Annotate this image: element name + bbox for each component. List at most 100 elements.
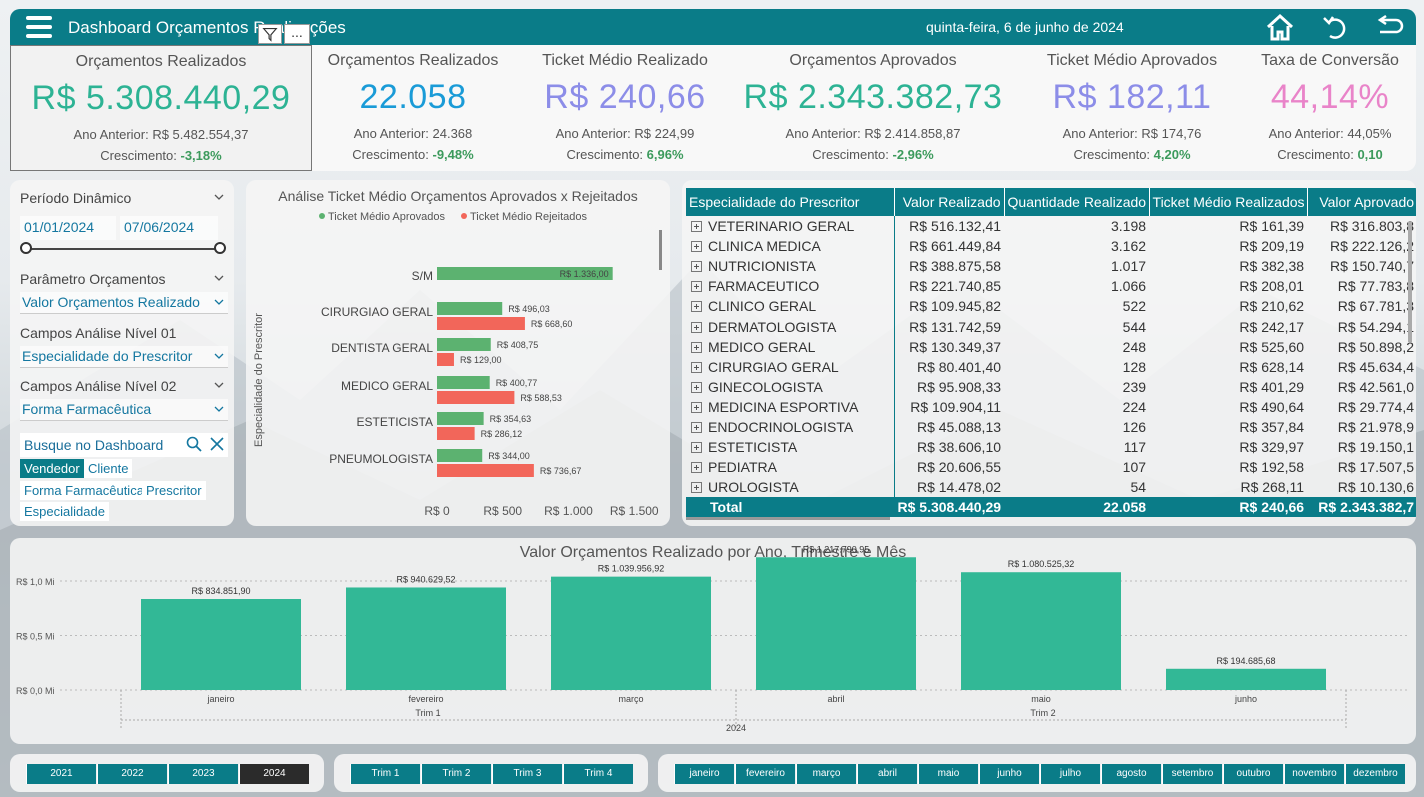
menu-icon[interactable]	[26, 16, 52, 38]
table-row[interactable]: MEDICO GERAL R$ 130.349,37 248 R$ 525,60 R$ …	[686, 336, 1416, 357]
nivel1-dropdown[interactable]: Especialidade do Prescritor	[20, 346, 228, 368]
table-row[interactable]: FARMACEUTICO R$ 221.740,85 1.066 R$ 208,01 R…	[686, 276, 1416, 297]
chip-vendedor[interactable]: Vendedor	[20, 459, 84, 478]
month-button[interactable]: maio	[918, 764, 978, 784]
param-dropdown[interactable]: Valor Orçamentos Realizado	[20, 292, 228, 314]
chevron-down-icon[interactable]	[214, 351, 224, 361]
month-button[interactable]: julho	[1040, 764, 1100, 784]
table-cell: R$ 77.783,8	[1337, 278, 1415, 295]
table-row[interactable]: NUTRICIONISTA R$ 388.875,58 1.017 R$ 382,38…	[686, 256, 1416, 277]
x-tick-label: R$ 1.000	[544, 504, 593, 518]
expand-icon[interactable]	[691, 361, 702, 373]
ticket-bar-chart[interactable]: Ticket Médio Aprovados Ticket Médio Rejei…	[246, 180, 670, 526]
table-cell: 3.162	[1110, 238, 1147, 255]
more-options-icon[interactable]: ...	[284, 24, 310, 44]
total-cell: R$ 2.343.382,7	[1307, 497, 1416, 518]
column-header[interactable]: Quantidade Realizado	[1003, 188, 1150, 216]
date-from-input[interactable]: 01/01/2024	[20, 216, 116, 240]
table-row[interactable]: GINECOLOGISTA R$ 95.908,33 239 R$ 401,29 R$ …	[686, 376, 1416, 397]
month-bar	[961, 572, 1121, 690]
expand-icon[interactable]	[691, 261, 702, 273]
horizontal-scrollbar[interactable]	[686, 517, 890, 520]
kpi-title: Taxa de Conversão	[1261, 52, 1399, 69]
chevron-down-icon[interactable]	[214, 273, 224, 283]
expand-icon[interactable]	[691, 221, 702, 233]
table-cell: PEDIATRA	[686, 457, 894, 477]
vertical-scrollbar[interactable]	[1408, 222, 1412, 342]
quarter-button[interactable]: Trim 2	[421, 764, 491, 784]
table-cell: R$ 329,97	[1239, 439, 1305, 456]
search-input[interactable]: Busque no Dashboard	[20, 433, 228, 457]
expand-icon[interactable]	[691, 421, 702, 433]
chip-especialidade[interactable]: Especialidade	[20, 502, 109, 521]
expand-icon[interactable]	[691, 341, 702, 353]
month-button[interactable]: janeiro	[674, 764, 734, 784]
table-row[interactable]: UROLOGISTA R$ 14.478,02 54 R$ 268,11 R$ 10.1…	[686, 477, 1416, 498]
table-cell: R$ 210,62	[1239, 298, 1305, 315]
column-header[interactable]: Ticket Médio Realizados	[1148, 188, 1308, 216]
month-button[interactable]: fevereiro	[735, 764, 795, 784]
table-row[interactable]: ENDOCRINOLOGISTA R$ 45.088,13 126 R$ 357,84…	[686, 416, 1416, 438]
chevron-down-icon[interactable]	[214, 404, 224, 414]
expand-icon[interactable]	[691, 482, 702, 494]
chevron-down-icon[interactable]	[214, 297, 224, 307]
expand-icon[interactable]	[691, 301, 702, 313]
back-icon[interactable]	[1374, 12, 1406, 42]
year-button[interactable]: 2022	[97, 764, 167, 784]
kpi-growth-row: Crescimento: -3,18%	[11, 148, 311, 163]
table-row[interactable]: DERMATOLOGISTA R$ 131.742,59 544 R$ 242,17 R…	[686, 316, 1416, 337]
table-row[interactable]: ESTETICISTA R$ 38.606,10 117 R$ 329,97 R$ 19…	[686, 437, 1416, 458]
kpi-title: Orçamentos Aprovados	[789, 52, 957, 69]
month-bar-chart[interactable]: R$ 0,0 Mi R$ 0,5 Mi R$ 1,0 Mi R$ 834.851,90…	[10, 538, 1416, 744]
expand-icon[interactable]	[691, 241, 702, 253]
table-row[interactable]: VETERINARIO GERAL R$ 516.132,41 3.198 R$ 16…	[686, 216, 1416, 237]
chip-cliente[interactable]: Cliente	[84, 459, 133, 478]
undo-icon[interactable]	[1320, 12, 1352, 42]
header-bar: Dashboard Orçamentos Realizações quinta-…	[10, 9, 1416, 45]
year-button[interactable]: 2024	[239, 764, 309, 784]
month-button[interactable]: outubro	[1223, 764, 1283, 784]
quarter-button[interactable]: Trim 1	[350, 764, 420, 784]
quarter-button[interactable]: Trim 3	[492, 764, 562, 784]
nivel2-dropdown[interactable]: Forma Farmacêutica	[20, 399, 228, 421]
expand-icon[interactable]	[691, 401, 702, 413]
table-row[interactable]: PEDIATRA R$ 20.606,55 107 R$ 192,58 R$ 17.50…	[686, 457, 1416, 478]
home-icon[interactable]	[1264, 12, 1296, 42]
chevron-down-icon[interactable]	[214, 380, 224, 390]
table-row[interactable]: CLINICA MEDICA R$ 661.449,84 3.162 R$ 209,1…	[686, 236, 1416, 257]
table-row[interactable]: MEDICINA ESPORTIVA R$ 109.904,11 224 R$ 490…	[686, 396, 1416, 417]
column-header[interactable]: Valor Aprovado	[1306, 188, 1416, 216]
chip-forma-farmaceutica[interactable]: Forma Farmacêutica	[20, 481, 148, 500]
expand-icon[interactable]	[691, 462, 702, 474]
expand-icon[interactable]	[691, 321, 702, 333]
month-button[interactable]: dezembro	[1345, 764, 1405, 784]
column-header[interactable]: Especialidade do Prescritor	[686, 188, 894, 216]
filter-icon[interactable]	[258, 24, 282, 44]
month-bar	[756, 557, 916, 690]
chevron-down-icon[interactable]	[214, 192, 224, 202]
quarter-button[interactable]: Trim 4	[563, 764, 633, 784]
month-button[interactable]: junho	[979, 764, 1039, 784]
table-row[interactable]: CLINICO GERAL R$ 109.945,82 522 R$ 210,62 R$…	[686, 296, 1416, 317]
month-button[interactable]: setembro	[1162, 764, 1222, 784]
month-button[interactable]: março	[796, 764, 856, 784]
date-to-input[interactable]: 07/06/2024	[120, 216, 218, 240]
expand-icon[interactable]	[691, 442, 702, 454]
expand-icon[interactable]	[691, 281, 702, 293]
month-button[interactable]: novembro	[1284, 764, 1344, 784]
expand-icon[interactable]	[691, 381, 702, 393]
year-button[interactable]: 2023	[168, 764, 238, 784]
column-header[interactable]: Valor Realizado	[893, 188, 1005, 216]
date-slider-start-handle[interactable]	[20, 242, 32, 254]
year-button[interactable]: 2021	[26, 764, 96, 784]
chip-prescritor[interactable]: Prescritor	[142, 481, 206, 500]
header-date: quinta-feira, 6 de junho de 2024	[926, 19, 1124, 35]
date-slider-end-handle[interactable]	[214, 242, 226, 254]
month-button[interactable]: abril	[857, 764, 917, 784]
table-row[interactable]: CIRURGIAO GERAL R$ 80.401,40 128 R$ 628,14 R…	[686, 356, 1416, 377]
kpi-growth-value: 6,96%	[646, 147, 684, 162]
month-button[interactable]: agosto	[1101, 764, 1161, 784]
close-icon[interactable]	[209, 436, 225, 452]
search-icon[interactable]	[186, 436, 202, 452]
date-slider-track[interactable]	[24, 248, 222, 250]
